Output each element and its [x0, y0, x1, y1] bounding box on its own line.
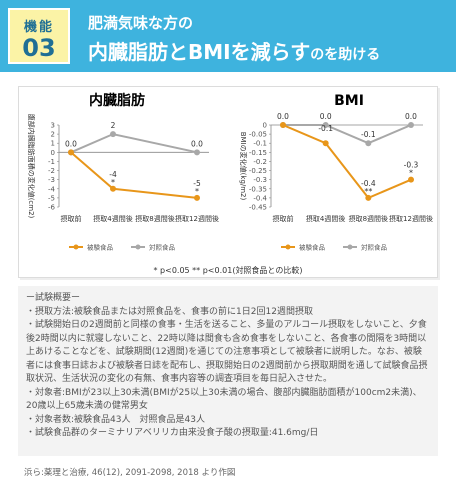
y-tick-label: -2 — [48, 167, 55, 175]
y-axis-label: BMIの変化値(kg/m2) — [239, 132, 248, 201]
legend-marker — [135, 244, 141, 250]
data-point — [110, 131, 116, 138]
legend-marker — [73, 244, 79, 250]
y-tick-label: -1 — [48, 158, 55, 166]
significance-mark: * — [195, 187, 199, 196]
x-tick-label: 摂取8週間後 — [349, 214, 388, 223]
legend-marker — [347, 244, 353, 250]
data-point — [280, 122, 286, 128]
data-label: -0.4 — [361, 179, 376, 188]
chart-title: 内臓脂肪 — [89, 92, 145, 109]
y-tick-label: 0 — [51, 149, 55, 157]
series-line — [70, 133, 198, 154]
summary-line: ・試験食品群のターミナリアベリリカ由来没食子酸の摂取量:41.6mg/日 — [26, 428, 319, 438]
y-tick-label: -0.3 — [253, 176, 267, 184]
data-label: -4 — [109, 170, 117, 179]
summary-line: ・試験開始日の2週間前と同様の食事・生活を送ること、多量のアルコール摂取をしない… — [26, 320, 428, 384]
header-line2-main: 内臓脂肪とBMIを減らす — [88, 40, 311, 64]
y-tick-label: 0 — [263, 122, 267, 130]
study-summary: ー試験概要ー ・摂取方法:被験食品または対照食品を、食事の前に1日2回12週間摂… — [18, 286, 438, 456]
header-line2-tail: のを助ける — [310, 47, 381, 63]
data-point — [365, 140, 372, 147]
data-label: 0.0 — [65, 139, 77, 148]
legend-marker — [285, 244, 291, 250]
summary-heading: ー試験概要ー — [26, 293, 81, 303]
legend-label: 被験食品 — [299, 243, 325, 252]
y-tick-label: -5 — [48, 194, 55, 202]
y-tick-label: 2 — [51, 131, 55, 139]
summary-line: ・対象者:BMIが23以上30未満(BMIが25以上30未満の場合、腹部内臓脂肪… — [26, 387, 422, 412]
significance-mark: * — [409, 169, 413, 178]
chart-panel: 内臓脂肪 腹部内臓脂肪面積の変化値(cm2) 3 2 1 0 -1 -2 -3 -4 -5 -6 摂取前… — [18, 86, 438, 278]
y-tick-label: -0.2 — [253, 158, 267, 166]
data-label: 0.0 — [320, 112, 332, 121]
y-tick-label: -0.1 — [253, 140, 267, 148]
data-label: -0.3 — [404, 161, 419, 170]
legend-label: 対照食品 — [149, 243, 175, 252]
significance-mark: ** — [364, 187, 372, 196]
data-point — [110, 185, 116, 192]
summary-line: ・摂取方法:被験食品または対照食品を、食事の前に1日2回12週間摂取 — [26, 306, 313, 317]
x-tick-label: 摂取前 — [61, 214, 82, 223]
y-axis-label: 腹部内臓脂肪面積の変化値(cm2) — [27, 114, 36, 219]
data-point — [68, 149, 74, 156]
data-label: 0.0 — [405, 112, 417, 121]
data-point — [408, 122, 414, 128]
y-tick-label: -0.4 — [253, 194, 267, 202]
x-tick-label: 摂取8週間後 — [135, 214, 174, 223]
data-point — [322, 140, 329, 147]
summary-line: ・対象者数:被験食品43人 対照食品是43人 — [26, 414, 205, 425]
significance-mark: * — [111, 178, 115, 187]
header-line1: 肥満気味な方の — [88, 14, 194, 32]
data-label: 0.0 — [191, 139, 203, 148]
badge-number: 03 — [22, 34, 56, 62]
y-tick-label: 1 — [51, 140, 55, 148]
data-label: -0.1 — [318, 124, 333, 133]
chart-title: BMI — [334, 93, 364, 109]
y-tick-label: -0.15 — [249, 149, 267, 157]
series-line — [70, 151, 198, 199]
data-point — [194, 149, 200, 156]
data-label: 2 — [111, 121, 116, 130]
y-tick-label: -4 — [48, 185, 56, 193]
legend-label: 被験食品 — [87, 243, 113, 252]
series-line — [282, 124, 412, 200]
data-point — [365, 194, 372, 201]
y-tick-label: -0.25 — [249, 167, 267, 175]
source-citation: 浜ら:薬理と治療, 46(12), 2091-2098, 2018 より作図 — [24, 468, 236, 478]
x-tick-label: 摂取4週間後 — [93, 214, 132, 223]
significance-note: * p<0.05 ** p<0.01(対照食品との比較) — [153, 266, 303, 275]
x-tick-label: 摂取前 — [273, 214, 294, 223]
y-tick-label: -6 — [48, 204, 56, 212]
legend-label: 対照食品 — [361, 243, 387, 252]
header-line2: 内臓脂肪とBMIを減らすのを助ける — [88, 36, 380, 65]
data-point — [408, 176, 414, 183]
x-tick-label: 摂取4週間後 — [306, 214, 345, 223]
x-tick-label: 摂取12週間後 — [175, 214, 219, 223]
data-label: 0.0 — [277, 112, 289, 121]
series-line — [283, 124, 412, 145]
data-label: -5 — [193, 179, 201, 188]
y-tick-label: -0.45 — [249, 204, 267, 212]
y-tick-label: -0.35 — [249, 185, 267, 193]
y-tick-label: -0.05 — [249, 131, 267, 139]
data-point — [194, 194, 200, 201]
feature-badge: 機能 03 — [8, 8, 70, 64]
data-label: -0.1 — [361, 130, 376, 139]
x-tick-label: 摂取12週間後 — [389, 214, 433, 223]
data-point — [322, 122, 329, 128]
header-banner: 機能 03 肥満気味な方の 内臓脂肪とBMIを減らすのを助ける — [0, 0, 456, 72]
badge-label: 機能 — [23, 20, 54, 35]
y-tick-label: -3 — [48, 176, 55, 184]
y-tick-label: 3 — [51, 122, 55, 130]
